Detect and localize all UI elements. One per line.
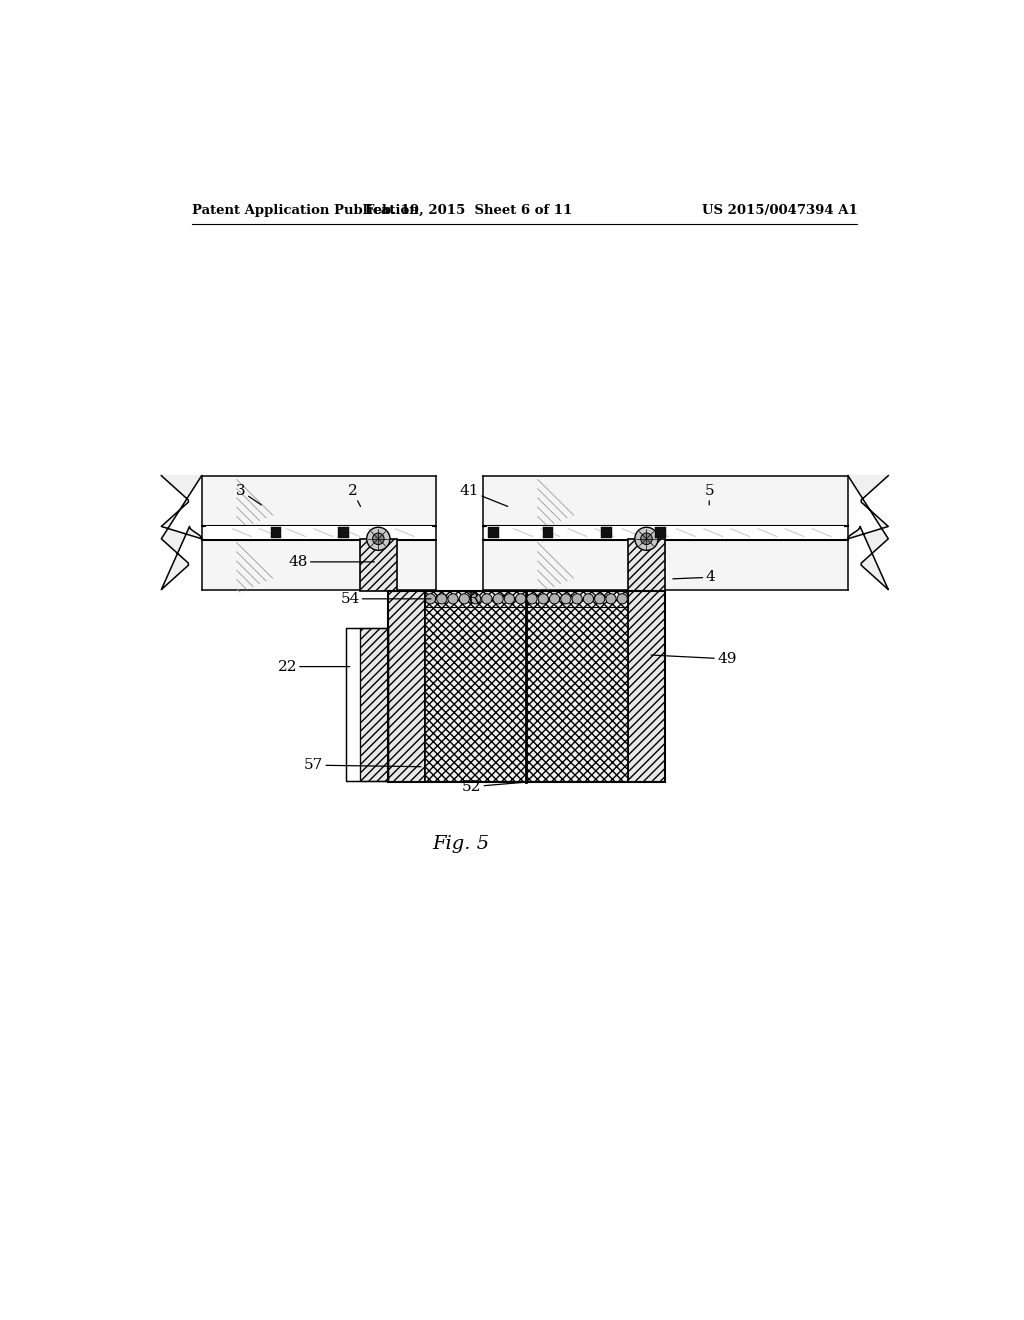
Circle shape (481, 594, 492, 605)
Bar (628, 539, 665, 591)
Text: 48: 48 (289, 554, 375, 569)
Bar (601, 527, 611, 539)
Circle shape (550, 594, 560, 605)
Text: 5: 5 (705, 484, 714, 506)
Text: 52: 52 (462, 780, 526, 793)
Bar (483, 539, 848, 590)
Bar (483, 475, 848, 527)
Circle shape (539, 594, 549, 605)
Circle shape (641, 533, 652, 545)
Circle shape (367, 527, 390, 550)
Bar (359, 539, 397, 591)
Text: US 2015/0047394 A1: US 2015/0047394 A1 (701, 205, 857, 218)
Text: 54: 54 (340, 591, 431, 606)
Text: 57: 57 (304, 758, 421, 772)
Circle shape (572, 594, 583, 605)
Polygon shape (162, 475, 202, 590)
Circle shape (515, 594, 526, 605)
Circle shape (617, 594, 628, 605)
Circle shape (561, 594, 571, 605)
Circle shape (436, 594, 446, 605)
Circle shape (584, 594, 594, 605)
Circle shape (635, 527, 658, 550)
Circle shape (595, 594, 605, 605)
Text: 4: 4 (673, 570, 715, 585)
Text: 22: 22 (278, 660, 349, 673)
Text: 41: 41 (460, 484, 508, 507)
Circle shape (459, 594, 469, 605)
Bar (486, 527, 844, 539)
Circle shape (447, 594, 458, 605)
Circle shape (606, 594, 616, 605)
Circle shape (425, 594, 435, 605)
Bar (655, 527, 666, 539)
Text: Feb. 19, 2015  Sheet 6 of 11: Feb. 19, 2015 Sheet 6 of 11 (366, 205, 572, 218)
Text: R: R (467, 591, 478, 606)
Bar (359, 628, 388, 780)
Bar (425, 591, 628, 607)
Bar (346, 628, 388, 780)
Circle shape (470, 594, 480, 605)
Circle shape (527, 594, 538, 605)
Bar (346, 628, 359, 780)
Text: 49: 49 (651, 652, 736, 665)
Polygon shape (848, 475, 888, 590)
Bar (338, 527, 349, 539)
Circle shape (493, 594, 503, 605)
Text: 3: 3 (237, 484, 261, 506)
Bar (388, 591, 425, 781)
Text: Patent Application Publication: Patent Application Publication (193, 205, 419, 218)
Bar (206, 527, 432, 539)
Bar (425, 591, 628, 781)
Text: Fig. 5: Fig. 5 (433, 834, 489, 853)
Bar (270, 527, 282, 539)
Circle shape (504, 594, 514, 605)
Bar (628, 591, 665, 781)
Circle shape (373, 533, 384, 545)
Text: 2: 2 (348, 484, 360, 507)
Bar (202, 539, 435, 590)
Bar (202, 475, 435, 527)
Bar (488, 527, 500, 539)
Bar (388, 591, 665, 781)
Bar (543, 527, 554, 539)
